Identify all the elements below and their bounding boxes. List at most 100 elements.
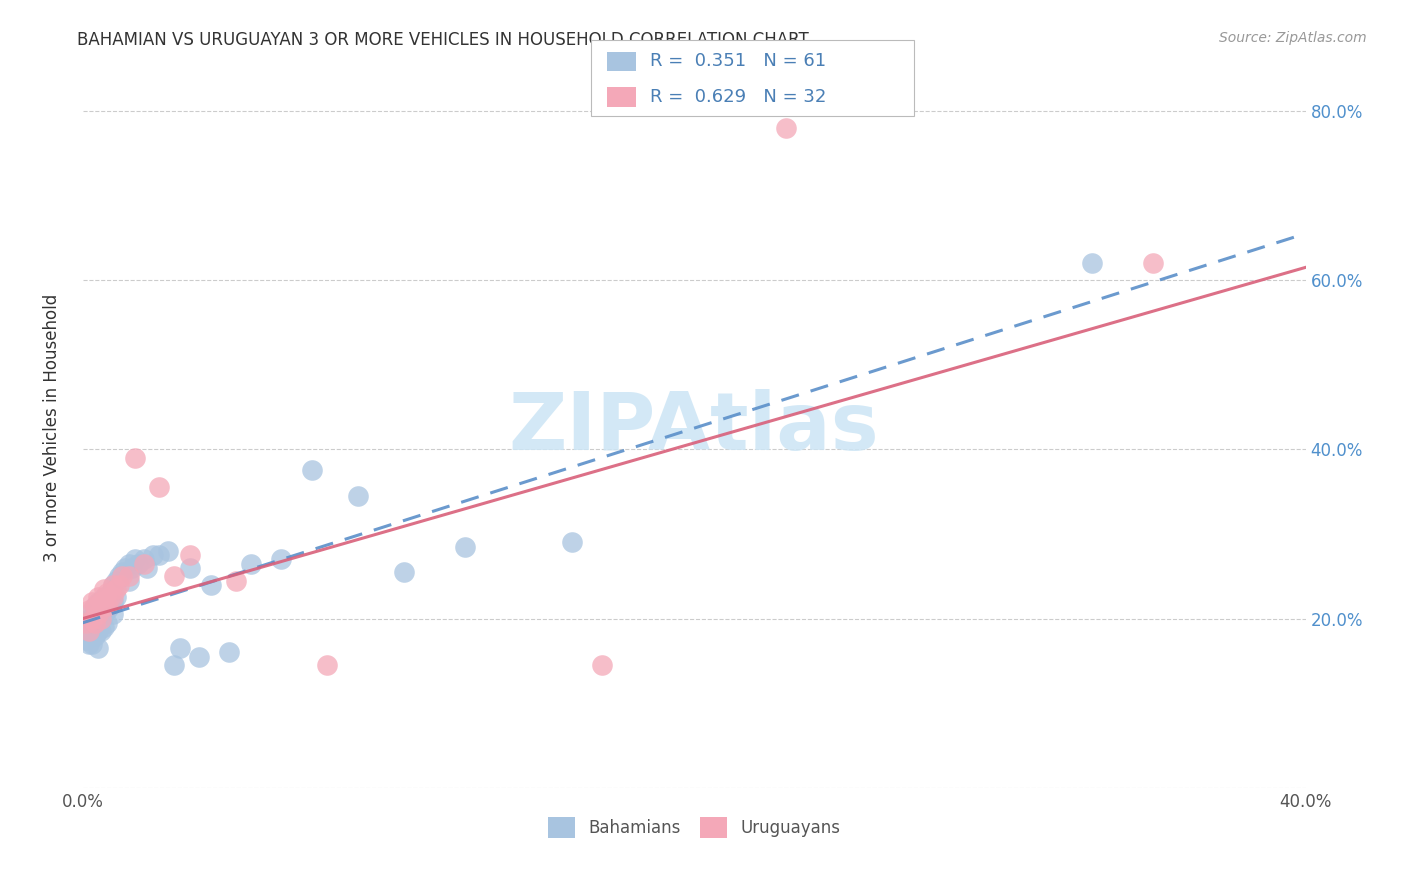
Point — [75, 615, 97, 630]
Point — [114, 561, 136, 575]
Point — [117, 574, 139, 588]
Point — [132, 552, 155, 566]
Point — [127, 557, 149, 571]
Point — [392, 565, 415, 579]
Point — [87, 591, 110, 605]
Point — [157, 544, 180, 558]
Point — [346, 489, 368, 503]
Point — [591, 658, 613, 673]
Point — [163, 569, 186, 583]
Point — [93, 591, 115, 605]
Point — [163, 658, 186, 673]
Point — [96, 586, 118, 600]
Text: R =  0.629   N = 32: R = 0.629 N = 32 — [650, 88, 825, 106]
Text: BAHAMIAN VS URUGUAYAN 3 OR MORE VEHICLES IN HOUSEHOLD CORRELATION CHART: BAHAMIAN VS URUGUAYAN 3 OR MORE VEHICLES… — [77, 31, 808, 49]
Point — [111, 569, 134, 583]
Point — [124, 552, 146, 566]
Point — [117, 557, 139, 571]
Point — [87, 611, 110, 625]
Point — [87, 641, 110, 656]
Point — [239, 557, 262, 571]
Point — [108, 578, 131, 592]
Point — [75, 615, 97, 630]
Point — [77, 637, 100, 651]
Point — [80, 603, 103, 617]
Point — [96, 615, 118, 630]
Point — [93, 620, 115, 634]
Point — [75, 632, 97, 647]
Point — [148, 480, 170, 494]
Point — [83, 607, 105, 622]
Point — [87, 624, 110, 639]
Point — [103, 591, 125, 605]
Point — [90, 595, 112, 609]
Point — [103, 607, 125, 622]
Point — [93, 582, 115, 596]
Point — [187, 649, 209, 664]
Point — [83, 599, 105, 613]
Point — [301, 463, 323, 477]
Point — [105, 591, 128, 605]
Point — [103, 578, 125, 592]
Point — [103, 595, 125, 609]
Point — [77, 603, 100, 617]
Point — [96, 599, 118, 613]
Point — [93, 607, 115, 622]
Point — [90, 611, 112, 625]
Point — [87, 595, 110, 609]
Point — [142, 548, 165, 562]
Point — [124, 450, 146, 465]
Point — [90, 595, 112, 609]
Point — [1080, 256, 1102, 270]
Point — [135, 561, 157, 575]
Point — [90, 624, 112, 639]
Point — [108, 569, 131, 583]
Point — [105, 574, 128, 588]
Point — [77, 624, 100, 639]
Point — [121, 561, 143, 575]
Point — [225, 574, 247, 588]
Point — [316, 658, 339, 673]
Point — [105, 582, 128, 596]
Point — [83, 615, 105, 630]
Point — [83, 628, 105, 642]
Text: Source: ZipAtlas.com: Source: ZipAtlas.com — [1219, 31, 1367, 45]
Y-axis label: 3 or more Vehicles in Household: 3 or more Vehicles in Household — [44, 294, 60, 562]
Point — [90, 611, 112, 625]
Point — [80, 624, 103, 639]
Point — [83, 599, 105, 613]
Point — [169, 641, 191, 656]
Point — [270, 552, 292, 566]
Point — [132, 557, 155, 571]
Point — [80, 595, 103, 609]
Point — [1142, 256, 1164, 270]
Legend: Bahamians, Uruguayans: Bahamians, Uruguayans — [541, 811, 846, 844]
Point — [148, 548, 170, 562]
Point — [200, 578, 222, 592]
Point — [83, 615, 105, 630]
Point — [775, 120, 797, 135]
Point — [80, 615, 103, 630]
Point — [117, 569, 139, 583]
Text: ZIPAtlas: ZIPAtlas — [509, 389, 880, 467]
Point — [90, 603, 112, 617]
Point — [77, 624, 100, 639]
Point — [96, 603, 118, 617]
Point — [77, 611, 100, 625]
Point — [179, 561, 201, 575]
Point — [87, 607, 110, 622]
Point — [98, 586, 121, 600]
Point — [561, 535, 583, 549]
Point — [454, 540, 477, 554]
Point — [218, 645, 240, 659]
Point — [80, 611, 103, 625]
Point — [98, 599, 121, 613]
Point — [98, 591, 121, 605]
Text: R =  0.351   N = 61: R = 0.351 N = 61 — [650, 53, 825, 70]
Point — [103, 578, 125, 592]
Point — [111, 565, 134, 579]
Point — [179, 548, 201, 562]
Point — [93, 599, 115, 613]
Point — [96, 591, 118, 605]
Point — [80, 637, 103, 651]
